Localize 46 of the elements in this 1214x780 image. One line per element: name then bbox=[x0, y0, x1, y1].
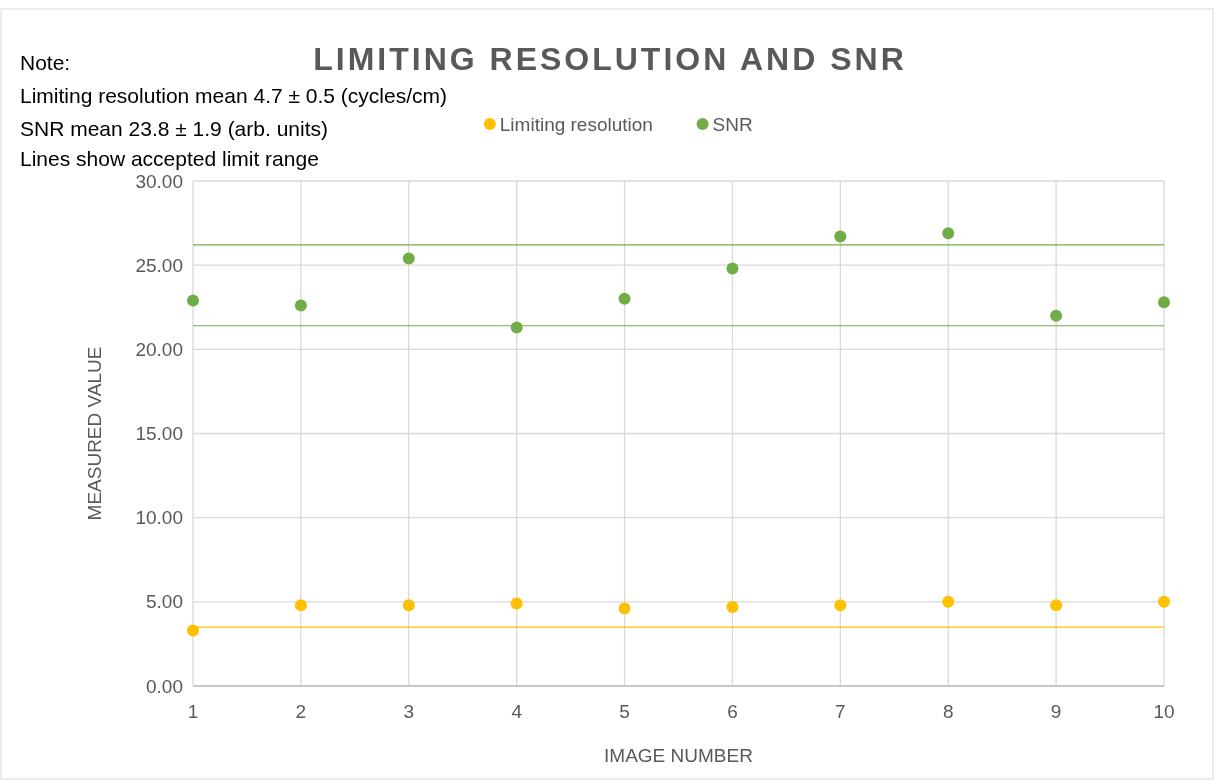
text: Lines show accepted limit range bbox=[20, 147, 319, 170]
y-tick-label: 20.00 bbox=[135, 338, 183, 360]
x-tick-label: 5 bbox=[619, 701, 630, 722]
point bbox=[187, 624, 199, 637]
point bbox=[187, 294, 199, 307]
y-tick-label: 25.00 bbox=[135, 254, 183, 276]
y-tick-label: 10.00 bbox=[135, 507, 183, 529]
point bbox=[1158, 595, 1170, 608]
point bbox=[834, 599, 847, 612]
y-tick-label: 30.00 bbox=[135, 170, 183, 192]
x-tick-label: 3 bbox=[403, 701, 415, 722]
point bbox=[942, 595, 955, 608]
x-tick-label: 6 bbox=[727, 701, 738, 722]
point bbox=[510, 597, 523, 610]
x-tick-label: 7 bbox=[835, 701, 846, 722]
x-axis-title: IMAGE NUMBER bbox=[604, 745, 753, 766]
x-tick-label: 9 bbox=[1050, 701, 1062, 722]
text: Note: bbox=[20, 51, 71, 74]
legend-label: Limiting resolution bbox=[499, 113, 653, 135]
text: SNR mean 23.8 ± 1.9 (arb. units) bbox=[20, 117, 328, 140]
point bbox=[942, 227, 955, 240]
point bbox=[618, 602, 631, 615]
point bbox=[1050, 309, 1063, 322]
y-tick-label: 5.00 bbox=[146, 591, 183, 613]
text: Limiting resolution mean 4.7 ± 0.5 (cycles/cm) bbox=[20, 84, 448, 107]
chart-title: LIMITING RESOLUTION AND SNR bbox=[313, 41, 907, 77]
point bbox=[294, 599, 307, 612]
point bbox=[510, 321, 523, 334]
point bbox=[834, 230, 847, 243]
y-tick-label: 15.00 bbox=[135, 423, 183, 445]
point bbox=[726, 262, 739, 275]
x-tick-label: 2 bbox=[295, 701, 307, 722]
y-tick-label: 0.00 bbox=[146, 675, 183, 697]
point bbox=[1158, 296, 1170, 309]
point bbox=[618, 292, 631, 305]
point bbox=[1050, 599, 1063, 612]
point bbox=[294, 299, 307, 312]
x-tick-label: 10 bbox=[1153, 701, 1175, 722]
point bbox=[402, 599, 415, 612]
x-tick-label: 4 bbox=[511, 701, 523, 722]
x-tick-label: 8 bbox=[942, 701, 954, 722]
x-tick-label: 1 bbox=[187, 701, 199, 722]
point bbox=[402, 252, 415, 265]
y-axis-title: MEASURED VALUE bbox=[84, 346, 105, 521]
point bbox=[726, 600, 739, 613]
legend-label: SNR bbox=[712, 113, 753, 135]
